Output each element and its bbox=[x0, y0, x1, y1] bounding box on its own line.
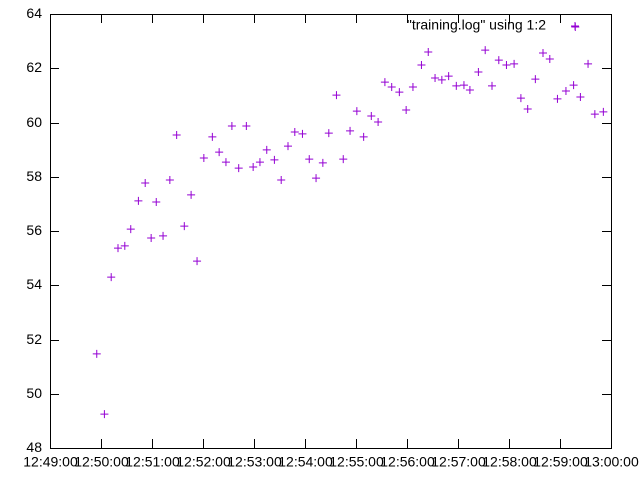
point bbox=[380, 78, 389, 87]
point bbox=[134, 196, 143, 205]
point bbox=[227, 122, 236, 131]
point bbox=[402, 106, 411, 115]
point bbox=[107, 273, 116, 282]
x-tick-label: 12:52:00 bbox=[176, 454, 231, 470]
point bbox=[290, 127, 299, 136]
point bbox=[312, 174, 321, 183]
point bbox=[417, 60, 426, 69]
point bbox=[437, 75, 446, 84]
plot-border bbox=[50, 14, 612, 449]
point bbox=[474, 68, 483, 77]
point bbox=[332, 91, 341, 100]
point bbox=[424, 47, 433, 56]
point bbox=[374, 117, 383, 126]
point bbox=[199, 154, 208, 163]
point bbox=[242, 122, 251, 131]
x-tick-label: 12:55:00 bbox=[329, 454, 384, 470]
point bbox=[408, 82, 417, 91]
point bbox=[318, 158, 327, 167]
point bbox=[277, 176, 286, 185]
point bbox=[114, 244, 122, 253]
point bbox=[172, 130, 181, 139]
point bbox=[444, 72, 453, 81]
point bbox=[553, 94, 562, 103]
point bbox=[120, 241, 129, 250]
point bbox=[488, 81, 496, 90]
point bbox=[100, 410, 109, 419]
point bbox=[147, 234, 156, 243]
point bbox=[305, 155, 314, 164]
point bbox=[569, 81, 578, 90]
y-tick-label: 60 bbox=[26, 114, 42, 130]
y-tick-label: 48 bbox=[26, 439, 42, 455]
point bbox=[599, 107, 608, 116]
y-tick-label: 64 bbox=[26, 5, 42, 21]
point bbox=[387, 82, 396, 91]
point bbox=[523, 104, 532, 113]
point bbox=[187, 190, 196, 199]
y-tick-label: 52 bbox=[26, 331, 42, 347]
y-tick-label: 62 bbox=[26, 59, 42, 75]
point bbox=[346, 126, 355, 135]
point bbox=[395, 88, 404, 97]
x-tick-label: 12:58:00 bbox=[482, 454, 537, 470]
point bbox=[339, 155, 348, 164]
point bbox=[208, 132, 217, 141]
point bbox=[234, 164, 243, 173]
point bbox=[481, 46, 490, 55]
point bbox=[539, 49, 547, 58]
legend-label: "training.log" using 1:2 bbox=[407, 17, 546, 33]
point bbox=[561, 87, 570, 96]
point bbox=[465, 85, 474, 94]
point bbox=[152, 197, 161, 206]
point bbox=[584, 59, 593, 68]
point bbox=[576, 93, 585, 102]
point bbox=[284, 142, 292, 151]
point bbox=[159, 231, 168, 240]
point bbox=[324, 129, 333, 138]
point bbox=[298, 129, 307, 138]
x-tick-label: 12:59:00 bbox=[533, 454, 588, 470]
point bbox=[262, 145, 271, 154]
x-tick-label: 12:51:00 bbox=[125, 454, 180, 470]
point bbox=[545, 55, 554, 64]
y-tick-label: 54 bbox=[26, 276, 42, 292]
point bbox=[494, 56, 503, 65]
legend-marker bbox=[571, 22, 579, 30]
y-tick-label: 56 bbox=[26, 222, 42, 238]
point bbox=[193, 257, 202, 266]
point bbox=[431, 74, 440, 83]
point bbox=[249, 162, 258, 171]
point bbox=[459, 81, 468, 90]
point bbox=[180, 222, 189, 231]
point bbox=[221, 158, 230, 167]
x-tick-label: 12:53:00 bbox=[227, 454, 282, 470]
point bbox=[516, 94, 525, 103]
point bbox=[270, 155, 279, 164]
x-tick-label: 12:54:00 bbox=[278, 454, 333, 470]
point bbox=[510, 59, 519, 68]
point bbox=[126, 225, 135, 234]
y-tick-label: 50 bbox=[26, 385, 42, 401]
x-tick-label: 12:49:00 bbox=[23, 454, 78, 470]
point bbox=[215, 148, 224, 157]
point bbox=[452, 81, 461, 90]
point bbox=[590, 110, 599, 119]
x-tick-label: 12:50:00 bbox=[74, 454, 129, 470]
point bbox=[359, 132, 368, 141]
point bbox=[165, 176, 174, 185]
point bbox=[531, 75, 540, 84]
y-tick-label: 58 bbox=[26, 168, 42, 184]
point bbox=[502, 60, 511, 69]
point bbox=[352, 107, 361, 116]
x-tick-label: 12:57:00 bbox=[431, 454, 486, 470]
point bbox=[92, 349, 101, 358]
x-tick-label: 12:56:00 bbox=[380, 454, 435, 470]
point bbox=[255, 158, 264, 167]
point bbox=[367, 111, 376, 120]
x-tick-label: 13:00:00 bbox=[584, 454, 639, 470]
point bbox=[141, 178, 150, 187]
